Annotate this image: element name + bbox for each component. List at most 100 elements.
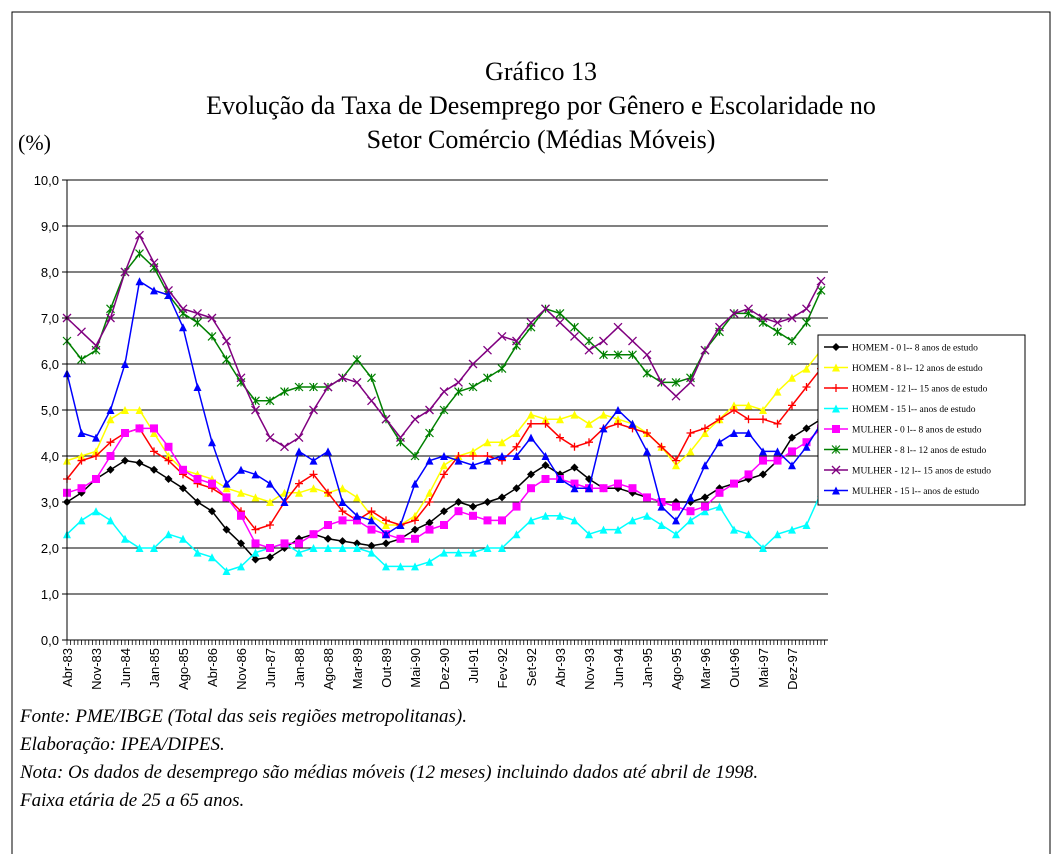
marker [585, 484, 593, 493]
axes: 0,0 1,0 2,0 3,0 4,0 5,0 6,0 7,0 8,0 9,0 10,0 Abr-83… [34, 173, 828, 690]
marker [77, 452, 86, 460]
marker [672, 516, 680, 525]
marker [440, 521, 448, 529]
marker [222, 484, 231, 493]
marker [701, 507, 709, 516]
marker [468, 359, 478, 369]
marker [498, 438, 506, 447]
marker [657, 498, 666, 506]
marker [759, 544, 767, 552]
x-tick-label: Nov-83 [89, 648, 104, 690]
marker [150, 286, 158, 295]
marker [802, 442, 811, 451]
marker [309, 470, 318, 479]
marker [643, 447, 651, 456]
marker [410, 451, 420, 461]
marker [367, 507, 376, 516]
marker [338, 537, 347, 546]
marker [237, 562, 245, 571]
marker [106, 452, 115, 460]
marker [411, 479, 419, 488]
marker [614, 415, 622, 424]
marker [179, 484, 187, 493]
legend-label: MULHER - 8 l-- 12 anos de estudo [852, 446, 987, 456]
marker [207, 331, 217, 341]
y-tick-label: 8,0 [41, 265, 59, 280]
marker [671, 377, 681, 387]
marker [802, 304, 811, 314]
marker [816, 276, 826, 286]
x-tick-label: Jun-87 [263, 648, 278, 688]
legend-label: MULHER - 12 l-- 15 anos de estudo [852, 467, 991, 477]
marker [744, 401, 753, 410]
marker [77, 429, 86, 437]
marker [672, 502, 680, 511]
marker [367, 541, 376, 550]
marker [135, 424, 144, 433]
marker [440, 470, 448, 479]
marker [469, 461, 477, 470]
marker [454, 387, 463, 397]
marker [729, 308, 739, 318]
marker [759, 406, 767, 414]
marker [265, 433, 275, 443]
marker [497, 364, 507, 374]
marker [570, 410, 579, 419]
marker [295, 447, 303, 456]
marker [541, 419, 550, 428]
marker [77, 516, 86, 525]
marker [469, 452, 477, 460]
marker [613, 350, 623, 360]
note: Fonte: PME/IBGE (Total das seis regiões … [19, 706, 467, 727]
marker [483, 345, 492, 355]
marker [92, 433, 100, 442]
x-tick-label: Dez-90 [437, 648, 452, 690]
marker [266, 479, 274, 488]
x-tick-label: Ago-95 [669, 648, 684, 690]
marker [628, 516, 637, 525]
series [62, 230, 826, 452]
marker [715, 488, 724, 497]
marker [599, 484, 608, 493]
marker [759, 470, 767, 479]
marker [381, 414, 391, 424]
marker [628, 484, 637, 493]
y-axis-label: (%) [18, 130, 51, 155]
marker [527, 470, 535, 479]
marker [657, 377, 666, 387]
marker [295, 539, 303, 548]
marker [454, 456, 463, 465]
marker [468, 382, 478, 392]
marker [527, 410, 535, 419]
marker [788, 525, 796, 534]
marker [222, 493, 231, 502]
marker [222, 567, 231, 575]
marker [483, 456, 492, 465]
marker [469, 447, 477, 456]
marker [439, 387, 449, 397]
marker [715, 322, 724, 332]
marker [802, 521, 811, 529]
marker [120, 267, 130, 277]
marker [106, 438, 115, 447]
marker [832, 404, 840, 413]
marker [164, 475, 173, 483]
marker [338, 373, 347, 383]
marker [744, 429, 753, 437]
marker [150, 424, 158, 433]
marker [657, 521, 666, 529]
marker [570, 479, 579, 488]
marker [527, 419, 535, 428]
marker [353, 539, 361, 548]
marker [700, 345, 710, 355]
x-tick-label: Nov-86 [234, 648, 249, 690]
x-tick-label: Jun-94 [611, 648, 626, 688]
marker [614, 479, 622, 488]
marker [338, 484, 347, 493]
marker [439, 405, 449, 415]
marker [353, 511, 361, 520]
notes: Fonte: PME/IBGE (Total das seis regiões … [19, 706, 758, 811]
marker [773, 327, 782, 337]
marker [773, 530, 782, 539]
